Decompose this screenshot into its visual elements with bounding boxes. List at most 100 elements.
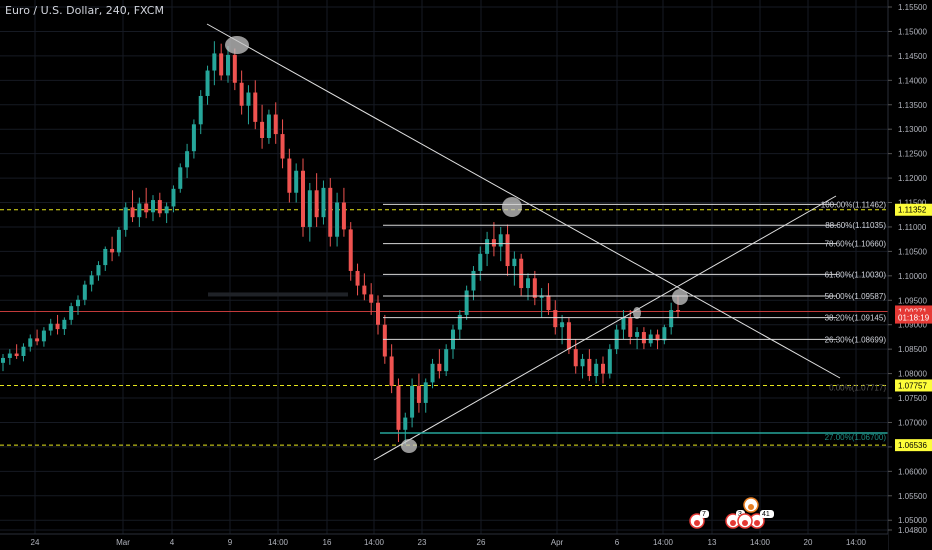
candle-body (553, 310, 558, 328)
event-badge-dot (754, 520, 760, 526)
extension-label: 27.00%(1.06700) (825, 433, 887, 442)
candle-body (14, 353, 19, 356)
candle (191, 119, 196, 159)
candle (430, 358, 435, 389)
price-tag-bg (895, 379, 932, 392)
drawings (206, 23, 888, 461)
candle-body (205, 70, 210, 96)
price-tag-bg (895, 311, 932, 324)
price-tick-label: 1.06000 (898, 467, 927, 476)
horizontal-lines (0, 209, 888, 446)
candle (253, 80, 258, 130)
candle (369, 283, 374, 315)
candle (130, 190, 135, 223)
candle-body (28, 338, 33, 347)
event-badge-count: 3 (738, 511, 742, 518)
price-tick-label: 1.09000 (898, 321, 927, 330)
price-tick-label: 1.04800 (898, 526, 927, 535)
price-tag-label: 1.06536 (898, 441, 927, 450)
candle-body (321, 187, 326, 218)
candle-body (662, 327, 667, 341)
event-badge-dot (742, 520, 748, 526)
candle (89, 270, 94, 292)
highlight-marker (633, 307, 641, 319)
fib-label: 100.00%(1.11462) (821, 200, 887, 209)
candle-body (144, 203, 149, 213)
trendline-descending (206, 23, 841, 379)
price-tick-label: 1.11500 (898, 199, 927, 208)
time-tick-label: 26 (477, 538, 486, 547)
candle-body (376, 302, 380, 325)
time-axis[interactable]: 24 Mar 4 9 14:00 16 14:00 23 26 Apr 6 14:00 13 14:00 2… (0, 533, 888, 550)
price-tag-label: 1.11352 (898, 206, 927, 215)
time-tick-label: 9 (228, 538, 233, 547)
candle (116, 226, 121, 257)
candle (287, 148, 292, 203)
candle-body (341, 202, 346, 230)
candle-body (35, 338, 40, 342)
candle (151, 195, 155, 222)
candle-body (48, 323, 53, 331)
candle (601, 356, 605, 384)
candle-body (539, 295, 544, 298)
candle (260, 104, 265, 149)
candle-body (21, 346, 26, 356)
price-tick-label: 1.10000 (898, 272, 927, 281)
candle-body (239, 82, 244, 106)
candle-body (287, 158, 292, 193)
candle (198, 90, 203, 135)
time-tick-label: 4 (170, 538, 175, 547)
candle (157, 192, 162, 218)
candle-body (116, 229, 121, 253)
candle-body (410, 385, 415, 418)
candle-body (164, 206, 169, 214)
candle-body (560, 322, 565, 328)
candle (232, 48, 237, 91)
candle (82, 280, 87, 306)
price-tick-label: 1.11000 (898, 223, 927, 232)
candle (566, 317, 571, 355)
candle-body (485, 239, 490, 254)
candle-body (41, 330, 46, 342)
event-badge-dot (730, 520, 736, 526)
candle-body (519, 258, 524, 289)
grid (0, 0, 888, 534)
candle-body (130, 207, 135, 218)
candle (123, 202, 128, 237)
price-tick-label: 1.13000 (898, 125, 927, 134)
fib-label: 26.30%(1.08699) (825, 335, 887, 344)
price-axis[interactable]: 1.15500 1.15000 1.14500 1.14000 1.13500 1.130… (887, 0, 932, 550)
trendline-ascending (373, 195, 837, 461)
candle (178, 163, 183, 193)
time-tick-label: 20 (804, 538, 813, 547)
candle-body (253, 92, 258, 122)
candle-body (76, 299, 80, 307)
candle (539, 288, 544, 318)
event-badge (743, 497, 759, 513)
candle (423, 378, 428, 413)
candle-body (301, 170, 305, 227)
candle-body (246, 92, 251, 106)
price-tick-label: 1.15500 (898, 3, 927, 12)
candle (205, 65, 210, 105)
event-badges[interactable]: 7 3 41 (689, 497, 774, 529)
event-badge-count: 41 (762, 511, 770, 518)
candle (314, 173, 319, 227)
candle (478, 246, 483, 281)
candle (464, 285, 469, 320)
candle-body (437, 363, 442, 372)
price-tick-label: 1.05500 (898, 492, 927, 501)
candle-body (648, 334, 653, 344)
candle (648, 329, 653, 347)
candle (239, 70, 244, 115)
candle-body (151, 200, 155, 213)
event-badge: 7 (689, 510, 709, 529)
candle-body (587, 358, 592, 377)
fib-label: 61.80%(1.10030) (825, 270, 887, 279)
candle (621, 310, 626, 340)
candle (376, 295, 380, 335)
candle-body (573, 349, 578, 367)
candle (662, 324, 667, 345)
candle-body (601, 363, 605, 374)
